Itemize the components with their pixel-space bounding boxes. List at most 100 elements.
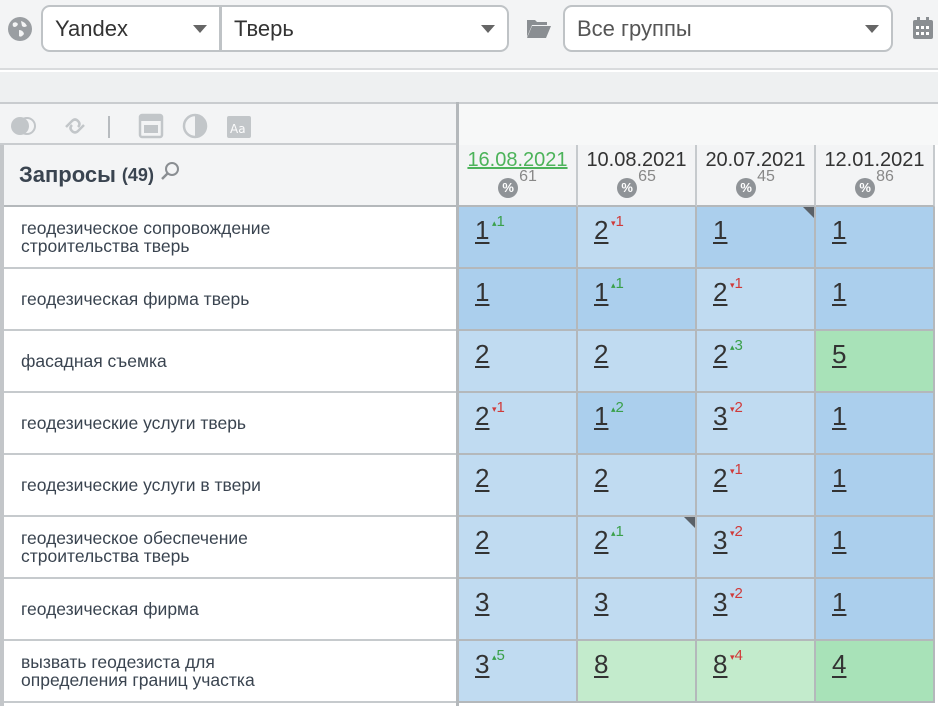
rank-value[interactable]: 1 (475, 277, 490, 307)
rank-value[interactable]: 1 (475, 215, 490, 245)
rank-value[interactable]: 1 (832, 215, 847, 245)
position-cell[interactable]: 2 ▾1 (697, 269, 816, 331)
query-row[interactable]: геодезическое обеспечение строительства … (4, 517, 456, 579)
position-cell[interactable]: 3 (578, 579, 697, 641)
query-row[interactable]: вызвать геодезиста для определения грани… (4, 641, 456, 703)
query-row[interactable]: геодезические услуги в твери (4, 455, 456, 517)
rank-value[interactable]: 4 (832, 649, 847, 679)
arrow-up-icon: ▴ (611, 280, 616, 290)
date-label[interactable]: 10.08.2021 (586, 149, 687, 171)
note-corner-icon[interactable] (803, 207, 814, 218)
query-row[interactable]: геодезическая фирма тверь (4, 269, 456, 331)
position-cell[interactable]: 1 ▴2 (578, 393, 697, 455)
rank-value[interactable]: 2 (594, 339, 609, 369)
calendar-icon[interactable] (912, 16, 934, 40)
position-cell[interactable]: 2 ▴1 (578, 517, 697, 579)
query-text: геодезическая фирма тверь (21, 289, 250, 309)
position-cell[interactable]: 1 (816, 455, 935, 517)
position-cell[interactable]: 1 ▴1 (459, 207, 578, 269)
rank-value[interactable]: 2 (475, 525, 490, 555)
contrast-icon[interactable] (182, 113, 208, 139)
date-column-header[interactable]: 12.01.2021 %86 (816, 145, 935, 207)
rank-value[interactable]: 3 (594, 587, 609, 617)
position-cell[interactable]: 1 (816, 517, 935, 579)
percent-value: 86 (876, 168, 894, 185)
folder-open-icon[interactable] (526, 17, 552, 39)
rank-value[interactable]: 2 (475, 463, 490, 493)
position-cell[interactable]: 2 ▾1 (459, 393, 578, 455)
query-text: вызвать геодезиста для определения грани… (21, 652, 255, 690)
position-cell[interactable]: 4 (816, 641, 935, 703)
rank-value[interactable]: 1 (594, 401, 609, 431)
toggle-icon[interactable] (10, 113, 36, 139)
date-label[interactable]: 20.07.2021 (705, 149, 806, 171)
rank-value[interactable]: 2 (713, 463, 728, 493)
note-corner-icon[interactable] (684, 517, 695, 528)
rank-value[interactable]: 5 (832, 339, 847, 369)
position-cell[interactable]: 2 (578, 331, 697, 393)
query-row[interactable]: геодезическая фирма (4, 579, 456, 641)
rank-value[interactable]: 2 (475, 339, 490, 369)
rank-value[interactable]: 1 (832, 401, 847, 431)
rank-value[interactable]: 8 (594, 649, 609, 679)
rank-value[interactable]: 1 (713, 215, 728, 245)
rank-value[interactable]: 1 (832, 587, 847, 617)
rank-value[interactable]: 8 (713, 649, 728, 679)
rank-value[interactable]: 3 (713, 401, 728, 431)
rank-value[interactable]: 2 (594, 215, 609, 245)
query-text: геодезические услуги в твери (21, 475, 261, 495)
position-cell[interactable]: 3 (459, 579, 578, 641)
position-cell[interactable]: 5 (816, 331, 935, 393)
position-cell[interactable]: 1 (459, 269, 578, 331)
region-select[interactable]: Тверь (220, 5, 509, 52)
rank-value[interactable]: 3 (713, 587, 728, 617)
position-cell[interactable]: 1 (816, 269, 935, 331)
date-label[interactable]: 12.01.2021 (824, 149, 925, 171)
date-column-header[interactable]: 10.08.2021 %65 (578, 145, 697, 207)
position-cell[interactable]: 8 (578, 641, 697, 703)
position-cell[interactable]: 2 ▴3 (697, 331, 816, 393)
rank-value[interactable]: 3 (475, 587, 490, 617)
font-size-icon[interactable]: Aa (226, 113, 252, 139)
rank-value[interactable]: 3 (713, 525, 728, 555)
date-column-header[interactable]: 20.07.2021 %45 (697, 145, 816, 207)
rank-value[interactable]: 2 (475, 401, 490, 431)
position-cell[interactable]: 1 (816, 207, 935, 269)
rank-value[interactable]: 1 (832, 463, 847, 493)
position-cell[interactable]: 2 (459, 517, 578, 579)
position-cell[interactable]: 1 (697, 207, 816, 269)
rank-value[interactable]: 2 (594, 525, 609, 555)
search-engine-select[interactable]: Yandex (41, 5, 221, 52)
rank-value[interactable]: 1 (832, 525, 847, 555)
position-cell[interactable]: 1 (816, 393, 935, 455)
query-row[interactable]: фасадная съемка (4, 331, 456, 393)
groups-select[interactable]: Все группы (563, 5, 893, 52)
rank-value[interactable]: 1 (594, 277, 609, 307)
position-cell[interactable]: 3 ▾2 (697, 393, 816, 455)
position-cell[interactable]: 1 (816, 579, 935, 641)
position-cell[interactable]: 3 ▴5 (459, 641, 578, 703)
position-cell[interactable]: 2 (459, 455, 578, 517)
position-cell[interactable]: 8 ▾4 (697, 641, 816, 703)
rank-value[interactable]: 1 (832, 277, 847, 307)
query-row[interactable]: геодезические услуги тверь (4, 393, 456, 455)
globe-icon[interactable] (7, 16, 33, 42)
position-cell[interactable]: 2 (578, 455, 697, 517)
rank-value[interactable]: 2 (713, 277, 728, 307)
search-icon[interactable] (160, 161, 180, 181)
rank-value[interactable]: 2 (594, 463, 609, 493)
position-cell[interactable]: 3 ▾2 (697, 579, 816, 641)
date-label[interactable]: 16.08.2021 (467, 149, 568, 171)
arrow-down-icon: ▾ (730, 652, 735, 662)
date-column-header[interactable]: 16.08.2021 %61 (459, 145, 578, 207)
position-cell[interactable]: 2 ▾1 (697, 455, 816, 517)
query-row[interactable]: геодезическое сопровождение строительств… (4, 207, 456, 269)
position-cell[interactable]: 2 (459, 331, 578, 393)
window-icon[interactable] (138, 113, 164, 139)
rank-value[interactable]: 3 (475, 649, 490, 679)
link-icon[interactable] (62, 113, 88, 139)
rank-value[interactable]: 2 (713, 339, 728, 369)
position-cell[interactable]: 1 ▴1 (578, 269, 697, 331)
position-cell[interactable]: 2 ▾1 (578, 207, 697, 269)
position-cell[interactable]: 3 ▾2 (697, 517, 816, 579)
